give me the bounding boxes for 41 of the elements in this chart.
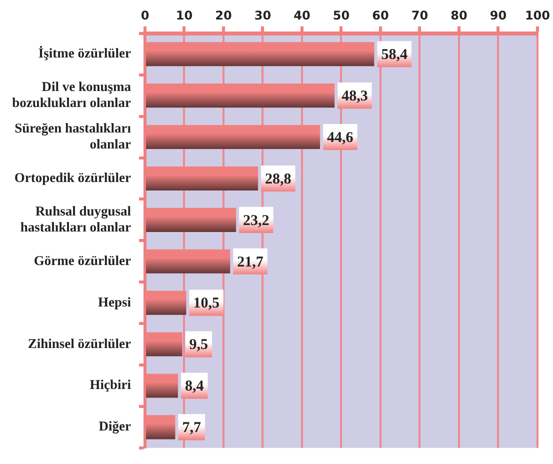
bar [146, 374, 178, 398]
y-tick-label: Hepsi [98, 294, 132, 310]
bar [146, 249, 230, 274]
x-tick-label: 10 [176, 8, 193, 22]
x-tick-label: 50 [332, 8, 350, 22]
y-tick-label: Ortopedik özürlüler [14, 170, 131, 185]
data-label: 8,4 [184, 378, 204, 395]
data-label: 58,4 [381, 47, 408, 63]
data-label: 44,6 [327, 130, 354, 146]
x-tick-label: 70 [411, 8, 428, 22]
bar [146, 42, 374, 66]
data-label: 9,5 [189, 337, 208, 354]
bar [146, 208, 236, 232]
x-tick-label: 20 [215, 8, 232, 22]
x-tick-label: 0 [140, 8, 150, 22]
x-tick-label: 90 [490, 8, 507, 22]
data-label: 48,3 [342, 88, 368, 104]
data-label: 28,8 [265, 171, 292, 188]
y-tick-label: Dil ve konuşma bozuklukları olanlar [12, 78, 132, 110]
y-tick-label: Hiçbiri [90, 377, 132, 392]
bar [146, 290, 186, 315]
y-tick-label: Süreğen hastalıkları olanlar [14, 120, 132, 152]
bar [146, 125, 320, 150]
data-label: 21,7 [237, 254, 264, 270]
x-tick-label: 100 [524, 8, 550, 22]
y-tick-label: Görme özürlüler [34, 252, 132, 268]
x-tick-label: 60 [372, 8, 389, 22]
bar [146, 415, 176, 440]
x-tick-label: 30 [254, 8, 272, 22]
bar [146, 84, 335, 108]
y-tick-label: Zihinsel özürlüler [28, 336, 131, 351]
x-tick-label: 80 [450, 8, 468, 22]
y-tick-label: İşitme özürlüler [38, 46, 131, 61]
data-label: 10,5 [193, 296, 220, 312]
data-label: 23,2 [243, 212, 270, 229]
y-tick-label: Ruhsal duygusal hastalıkları olanlar [20, 203, 132, 235]
bar [146, 332, 182, 356]
bar [146, 166, 258, 190]
y-tick-label: Diğer [98, 418, 132, 434]
data-label: 7,7 [182, 420, 202, 436]
x-tick-label: 40 [294, 8, 310, 22]
